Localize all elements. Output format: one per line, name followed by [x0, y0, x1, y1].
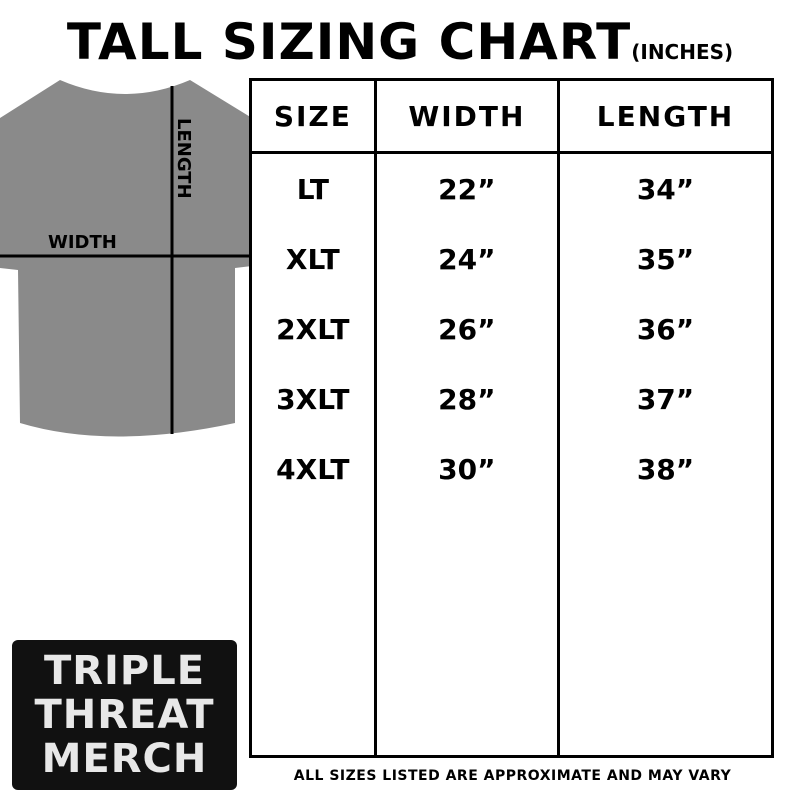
empty-row [251, 504, 773, 757]
brand-logo: TRIPLE THREAT MERCH [12, 640, 237, 790]
cell-width: 24” [373, 224, 559, 294]
empty-cell [557, 504, 773, 757]
cell-width: 30” [373, 434, 559, 504]
disclaimer: ALL SIZES LISTED ARE APPROXIMATE AND MAY… [293, 768, 732, 784]
cell-size: 4XLT [276, 452, 350, 486]
cell-length: 37” [557, 364, 773, 434]
header-size: SIZE [250, 79, 376, 154]
sizing-table: SIZE WIDTH LENGTH LT 22” 34” XLT 24” 35” 2XL… [249, 78, 774, 758]
cell-size: 3XLT [276, 382, 350, 416]
cell-width: 28” [373, 364, 559, 434]
cell-width: 22” [373, 152, 559, 224]
length-label: LENGTH [173, 118, 194, 199]
tshirt-shape [0, 80, 252, 437]
table-row: LT 22” 34” [251, 152, 773, 224]
empty-cell [251, 504, 376, 757]
table-row: 3XLT 28” 37” [251, 364, 773, 434]
page-title: TALL SIZING CHART(INCHES) [0, 14, 800, 80]
tshirt-diagram: LENGTH WIDTH [0, 80, 252, 437]
width-label: WIDTH [48, 232, 117, 253]
header-length: LENGTH [557, 79, 773, 154]
table-row: 2XLT 26” 36” [251, 294, 773, 364]
cell-size: LT [296, 172, 329, 206]
logo-line: TRIPLE [43, 648, 206, 694]
header-width: WIDTH [373, 79, 559, 154]
cell-width: 26” [373, 294, 559, 364]
table-row: 4XLT 30” 38” [251, 434, 773, 504]
title-text: TALL SIZING CHART [66, 13, 632, 71]
header-row: SIZE WIDTH LENGTH [250, 79, 773, 154]
cell-length: 34” [557, 152, 773, 224]
cell-size: XLT [285, 242, 340, 276]
unit-label: (INCHES) [631, 40, 734, 64]
logo-line: THREAT [34, 692, 215, 738]
table-row: XLT 24” 35” [251, 224, 773, 294]
cell-length: 38” [557, 434, 773, 504]
cell-length: 35” [557, 224, 773, 294]
logo-line: MERCH [41, 736, 208, 782]
empty-cell [373, 504, 559, 757]
cell-length: 36” [557, 294, 773, 364]
cell-size: 2XLT [276, 312, 350, 346]
